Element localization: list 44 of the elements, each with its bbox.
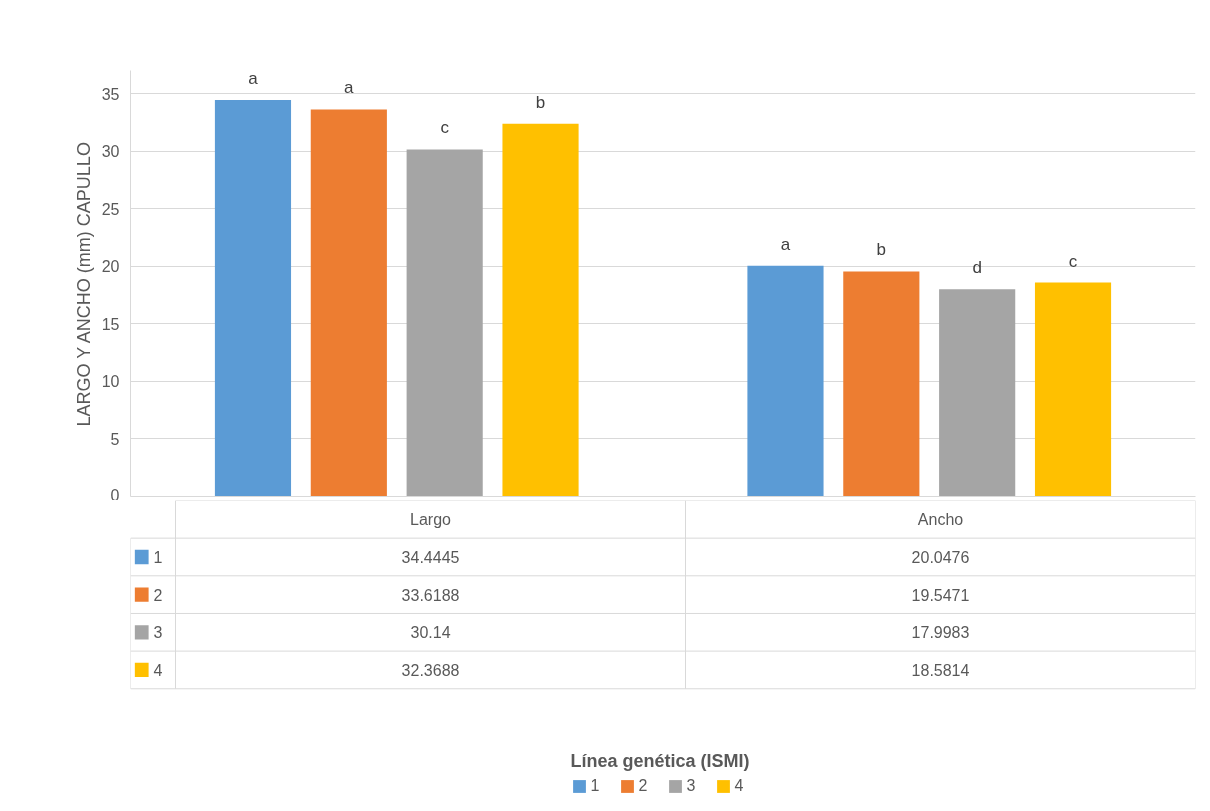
- y-tick-label: 35: [101, 85, 120, 103]
- data-label: 18.5814: [911, 661, 970, 679]
- legend-label: 1: [153, 548, 163, 566]
- text: 3: [686, 777, 696, 794]
- bar: [843, 271, 920, 497]
- bar: [214, 99, 292, 497]
- legend-title: Línea genética (ISMI): [570, 751, 751, 772]
- y-tick-label: 15: [101, 315, 120, 333]
- data-label: 17.9983: [911, 624, 970, 642]
- data-label: 19.5471: [911, 586, 970, 604]
- x-tick-label: Largo: [410, 510, 452, 528]
- data-label: 34.4445: [401, 548, 460, 566]
- text: 1: [590, 777, 600, 794]
- annotation: b: [535, 92, 546, 112]
- bar: [747, 265, 824, 497]
- y-tick-label: 20: [101, 258, 120, 276]
- y-axis-title: LARGO Y ANCHO (mm) CAPULLO: [73, 142, 94, 427]
- bar: [502, 123, 579, 497]
- bar: [310, 109, 387, 497]
- x-tick-label: Ancho: [917, 510, 964, 528]
- legend-label: 4: [734, 777, 745, 795]
- text: 4: [153, 661, 163, 679]
- y-tick-label: 25: [101, 200, 120, 218]
- y-tick-label: 30: [101, 143, 120, 161]
- annotation: c: [1068, 251, 1078, 271]
- annotation: a: [248, 68, 259, 88]
- annotation: d: [972, 258, 982, 278]
- bar: [1034, 282, 1112, 497]
- text: 2: [638, 777, 648, 794]
- data-label: 33.6188: [401, 586, 460, 604]
- y-tick-label: 10: [101, 373, 120, 391]
- annotation: a: [344, 78, 355, 98]
- data-label: 20.0476: [911, 548, 970, 566]
- bar: [939, 289, 1016, 497]
- bar: [406, 149, 483, 497]
- data-label: 32.3688: [401, 661, 460, 679]
- annotation: b: [876, 240, 887, 260]
- y-tick-label: 0: [110, 486, 120, 504]
- legend-label: 3: [153, 624, 163, 642]
- annotation: c: [440, 118, 450, 138]
- data-label: 30.14: [410, 624, 451, 642]
- annotation: a: [780, 234, 791, 254]
- legend-label: 2: [153, 586, 163, 604]
- y-tick-label: 5: [110, 430, 120, 448]
